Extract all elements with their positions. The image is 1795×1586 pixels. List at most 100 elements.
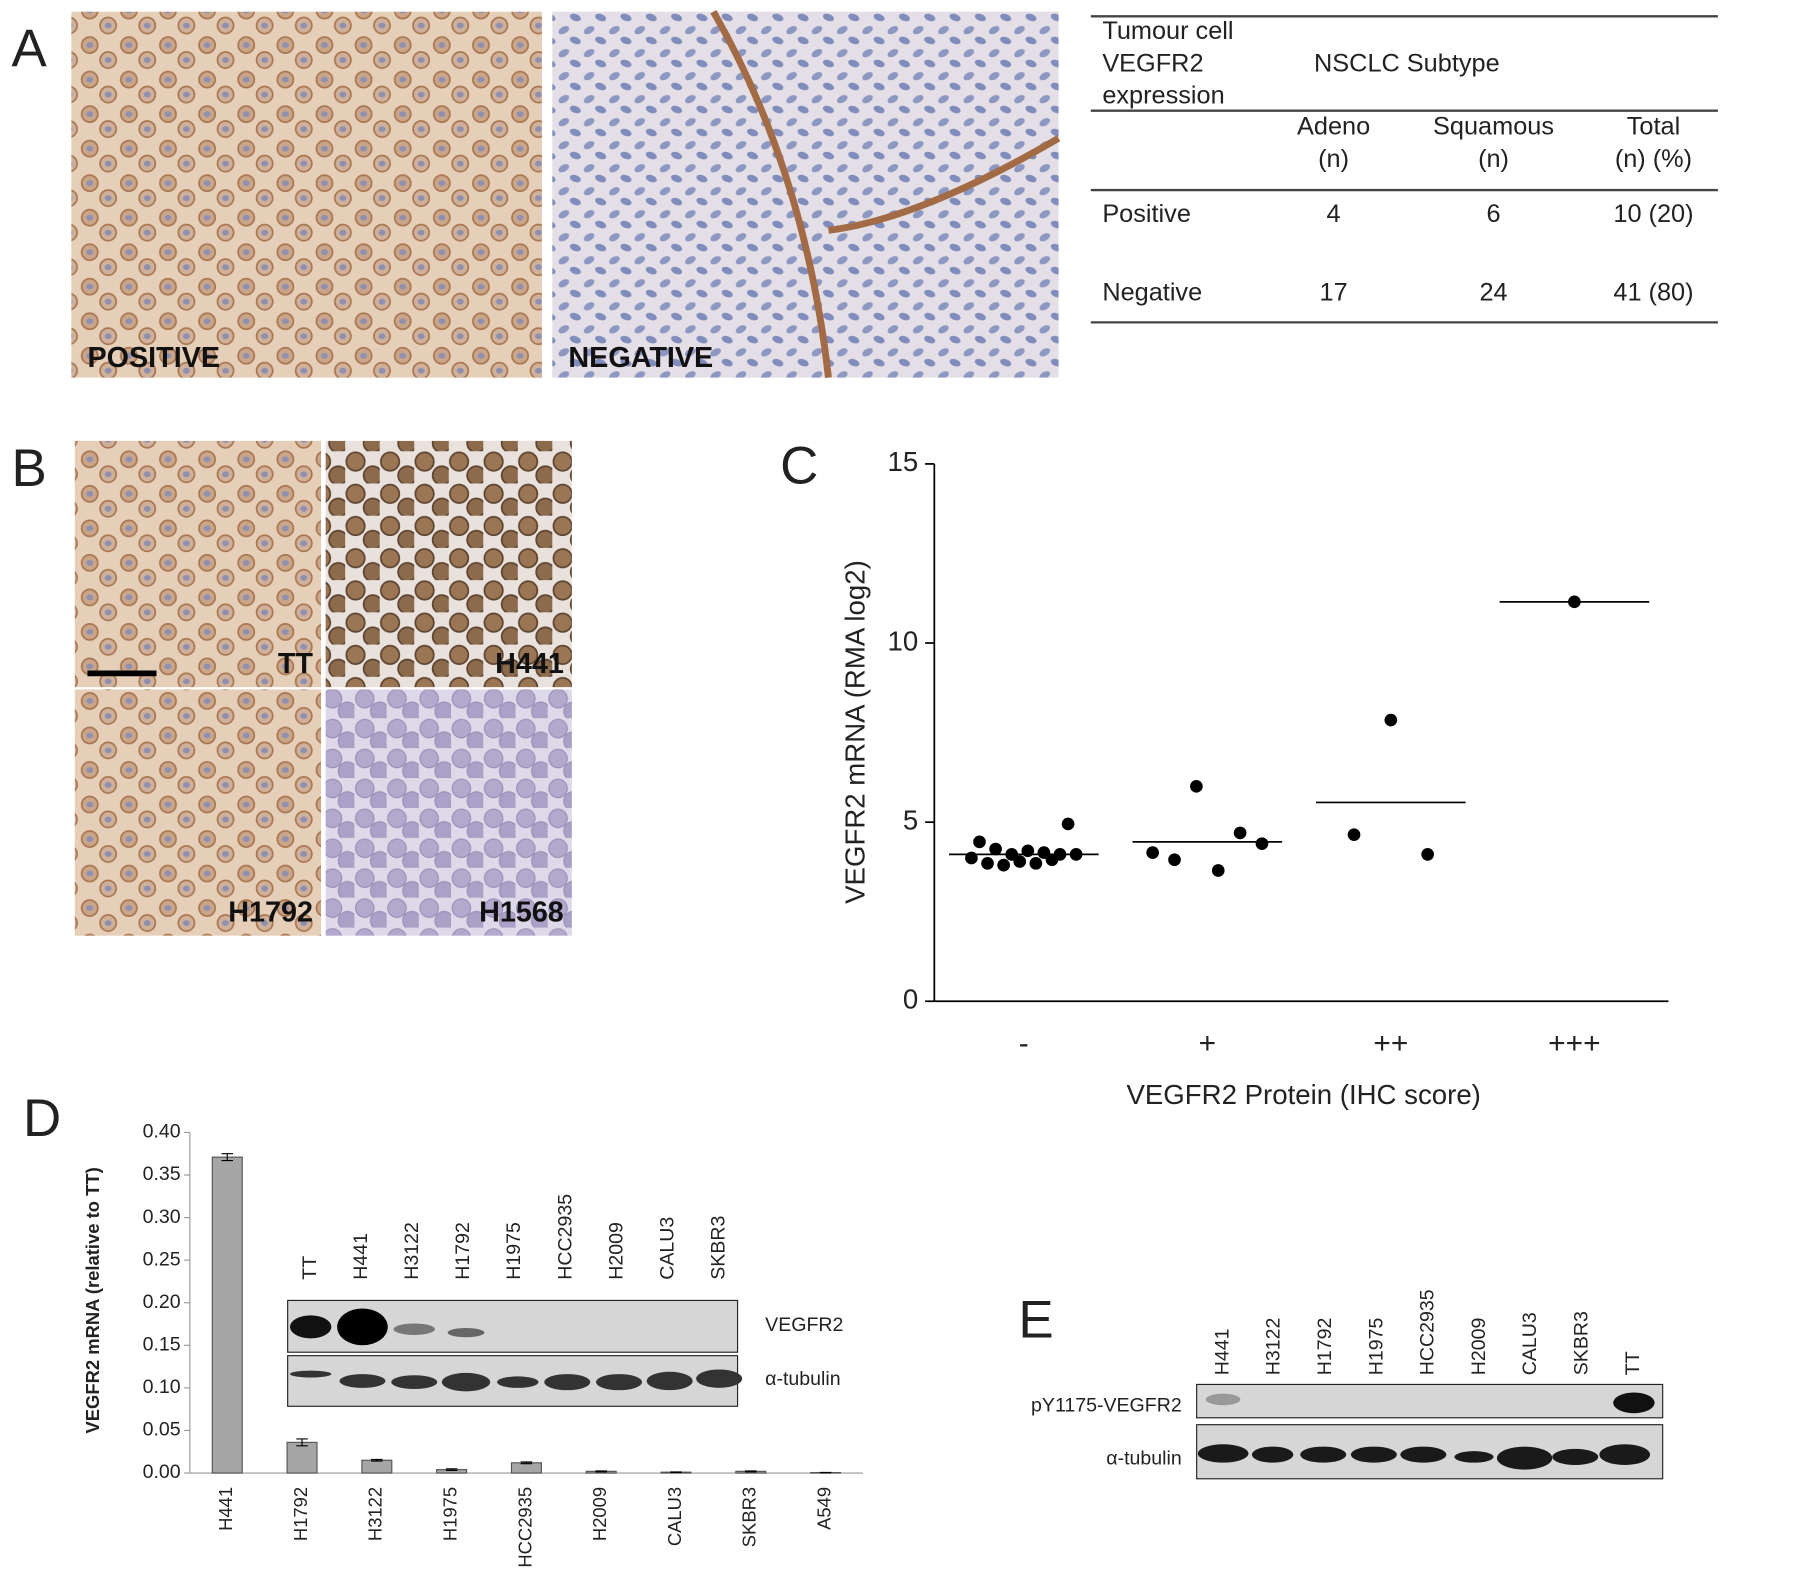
micrograph xyxy=(74,440,322,688)
lane-label: H2009 xyxy=(605,1222,627,1280)
table: Tumour cell VEGFR2 expression NSCLC Subt… xyxy=(1090,15,1718,324)
error-bar xyxy=(520,1461,533,1465)
data-point xyxy=(1061,817,1075,831)
table-cell: 41 (80) xyxy=(1613,278,1693,306)
x-tick-label: HCC2935 xyxy=(514,1487,535,1568)
y-axis-label: VEGFR2 mRNA (RMA log2) xyxy=(840,560,871,904)
error-bar xyxy=(371,1458,383,1462)
panel-letter: A xyxy=(12,19,48,78)
table-header: VEGFR2 xyxy=(1102,49,1203,77)
blot-band xyxy=(289,1315,332,1339)
error-bar xyxy=(745,1470,757,1473)
data-point xyxy=(1347,828,1361,842)
x-tick-label: +++ xyxy=(1548,1027,1600,1060)
x-tick-label: ++ xyxy=(1373,1027,1408,1060)
data-point xyxy=(1384,713,1398,727)
lane-label: H1792 xyxy=(452,1222,474,1280)
column-header: Total xyxy=(1627,113,1680,141)
table-header: NSCLC Subtype xyxy=(1314,49,1500,77)
data-point xyxy=(1255,837,1269,850)
y-tick-label: 0.15 xyxy=(143,1333,181,1355)
y-tick-label: 0.00 xyxy=(143,1461,181,1483)
lane-label: HCC2935 xyxy=(1417,1289,1439,1375)
y-tick-label: 0.30 xyxy=(143,1206,181,1228)
blot-band-row xyxy=(289,1369,743,1392)
y-tick-label: 10 xyxy=(887,625,918,656)
lane-label: H1975 xyxy=(1365,1317,1387,1375)
x-tick-label: A549 xyxy=(813,1487,834,1530)
y-tick-label: 0.35 xyxy=(143,1163,181,1185)
micrograph xyxy=(325,440,572,688)
table-cell: 24 xyxy=(1479,278,1507,306)
lane-label: CALU3 xyxy=(656,1217,678,1280)
x-tick-label: - xyxy=(1019,1027,1029,1060)
x-tick-label: H1975 xyxy=(439,1487,460,1541)
lane-label: H3122 xyxy=(401,1222,423,1280)
data-point xyxy=(1421,848,1434,861)
lane-label: HCC2935 xyxy=(554,1194,576,1280)
bar xyxy=(510,1462,542,1474)
data-point xyxy=(1233,826,1247,840)
x-tick-label: H2009 xyxy=(589,1487,610,1541)
micrograph xyxy=(71,11,542,378)
blot-row-label: pY1175-VEGFR2 xyxy=(1031,1394,1182,1416)
data-point xyxy=(1146,846,1159,859)
blot-band-row xyxy=(1197,1444,1651,1470)
panel-letter: B xyxy=(12,439,47,498)
error-bar xyxy=(670,1471,682,1474)
lane-label: H1975 xyxy=(503,1222,525,1280)
table-cell: 17 xyxy=(1320,278,1348,306)
micrograph xyxy=(552,11,1059,378)
error-bar xyxy=(595,1470,607,1473)
blot-band xyxy=(1613,1392,1655,1414)
blot-row-label: α-tubulin xyxy=(765,1368,840,1390)
panel-letter: E xyxy=(1018,1290,1053,1349)
bar xyxy=(286,1441,318,1474)
column-header: (n) xyxy=(1318,145,1349,173)
data-point xyxy=(1029,857,1043,870)
lane-label: SKBR3 xyxy=(1571,1311,1593,1375)
data-point xyxy=(1013,855,1027,868)
panel-letter: D xyxy=(23,1089,61,1148)
data-point xyxy=(997,858,1010,872)
panel-letter: C xyxy=(780,437,818,496)
y-tick-label: 15 xyxy=(887,446,918,477)
micrograph-label: H1792 xyxy=(228,896,313,928)
micrograph xyxy=(325,689,572,936)
lane-label: H1792 xyxy=(1314,1318,1336,1376)
table-header: expression xyxy=(1102,82,1224,110)
blot-band xyxy=(337,1308,388,1346)
bar xyxy=(361,1459,393,1474)
lane-label: CALU3 xyxy=(1519,1312,1541,1375)
micrograph-label: POSITIVE xyxy=(87,342,220,374)
x-tick-label: H3122 xyxy=(365,1487,386,1541)
column-header: Adeno xyxy=(1297,113,1370,141)
y-axis-label: VEGFR2 mRNA (relative to TT) xyxy=(82,1167,103,1433)
error-bar xyxy=(221,1153,234,1162)
y-tick-label: 0.05 xyxy=(143,1419,181,1441)
blot-row-label: VEGFR2 xyxy=(765,1314,843,1336)
blot-band xyxy=(393,1323,435,1335)
lane-label: H441 xyxy=(1211,1328,1233,1375)
micrograph xyxy=(74,689,322,936)
error-bar xyxy=(445,1468,458,1472)
y-tick-label: 0.40 xyxy=(143,1121,181,1143)
table-cell: 4 xyxy=(1327,200,1341,228)
bar xyxy=(211,1156,243,1474)
column-header: (n) (%) xyxy=(1615,145,1692,173)
table-cell: 10 (20) xyxy=(1613,200,1693,228)
micrograph-label: TT xyxy=(278,648,314,680)
blot-band xyxy=(447,1328,485,1338)
table-header: Tumour cell xyxy=(1102,17,1233,45)
column-header: (n) xyxy=(1478,145,1509,173)
data-point xyxy=(973,835,986,849)
y-tick-label: 0 xyxy=(903,984,918,1015)
table-cell: Positive xyxy=(1102,200,1191,228)
data-point xyxy=(1190,779,1203,793)
table-cell: 6 xyxy=(1486,200,1500,228)
x-axis-label: VEGFR2 Protein (IHC score) xyxy=(1126,1079,1480,1110)
x-tick-label: H1792 xyxy=(290,1487,311,1541)
y-tick-label: 0.20 xyxy=(143,1291,181,1313)
y-tick-label: 0.10 xyxy=(143,1376,181,1398)
x-tick-label: H441 xyxy=(215,1487,236,1531)
